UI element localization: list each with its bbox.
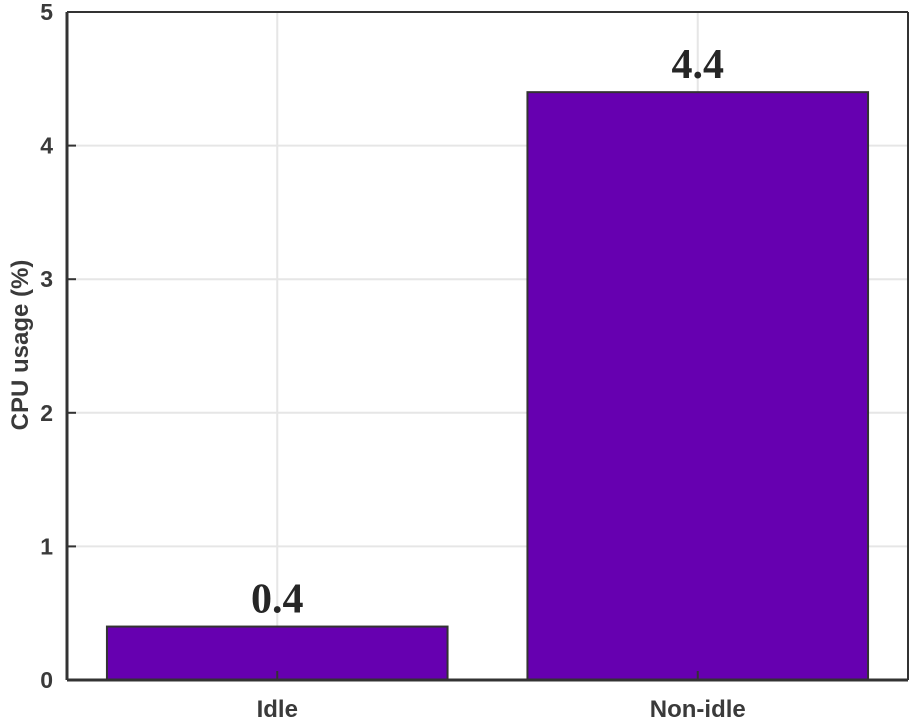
y-tick-label-1: 1	[40, 533, 53, 559]
y-tick-label-0: 0	[40, 667, 53, 693]
data-labels: 0.4 4.4	[251, 42, 724, 622]
x-tick-label-idle: Idle	[257, 696, 298, 722]
bars	[105, 91, 870, 682]
y-axis-label: CPU usage (%)	[7, 260, 34, 431]
y-tick-label-3: 3	[40, 266, 53, 292]
y-tick-label-2: 2	[40, 400, 53, 426]
axes	[65, 11, 909, 682]
y-tick-label-5: 5	[40, 0, 53, 25]
x-tick-label-non-idle: Non-idle	[650, 696, 746, 722]
data-label-non-idle: 4.4	[672, 42, 725, 88]
bar-non-idle	[526, 91, 870, 682]
tick-labels: 0 1 2 3 4 5 Idle Non-idle	[40, 0, 746, 722]
data-label-idle: 0.4	[251, 577, 304, 623]
y-tick-label-4: 4	[40, 133, 53, 159]
